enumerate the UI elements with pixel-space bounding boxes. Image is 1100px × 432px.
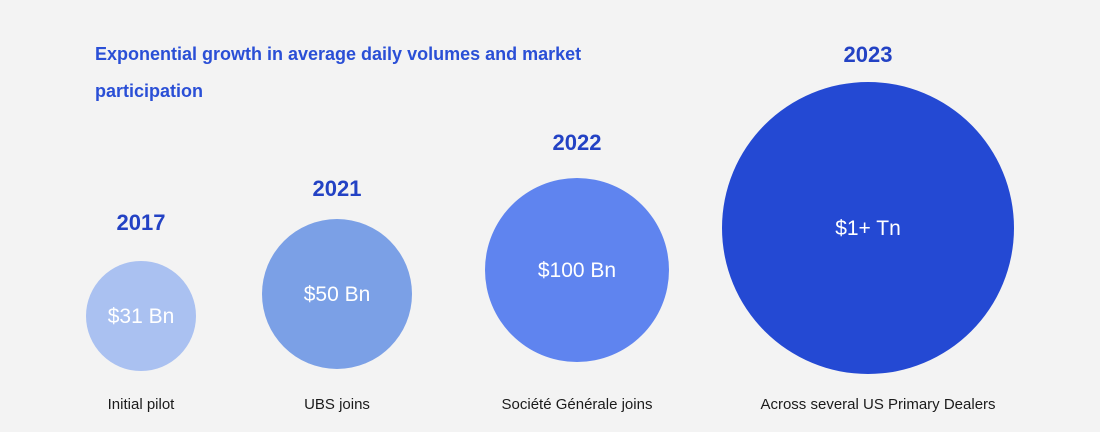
caption-label: UBS joins bbox=[304, 396, 370, 413]
bubble bbox=[86, 261, 196, 371]
year-label: 2023 bbox=[844, 42, 893, 67]
value-label: $31 Bn bbox=[108, 305, 175, 328]
bubble bbox=[722, 82, 1014, 374]
year-label: 2017 bbox=[117, 210, 166, 235]
value-label: $100 Bn bbox=[538, 259, 616, 282]
year-label: 2021 bbox=[313, 176, 362, 201]
caption-label: Société Générale joins bbox=[502, 396, 653, 413]
bubble bbox=[262, 219, 412, 369]
caption-label: Initial pilot bbox=[108, 396, 176, 413]
year-label: 2022 bbox=[553, 130, 602, 155]
bubble bbox=[485, 178, 669, 362]
value-label: $50 Bn bbox=[304, 283, 371, 306]
chart-title: Exponential growth in average daily volu… bbox=[95, 44, 582, 101]
value-label: $1+ Tn bbox=[835, 217, 901, 240]
caption-label: Across several US Primary Dealers bbox=[760, 396, 995, 413]
